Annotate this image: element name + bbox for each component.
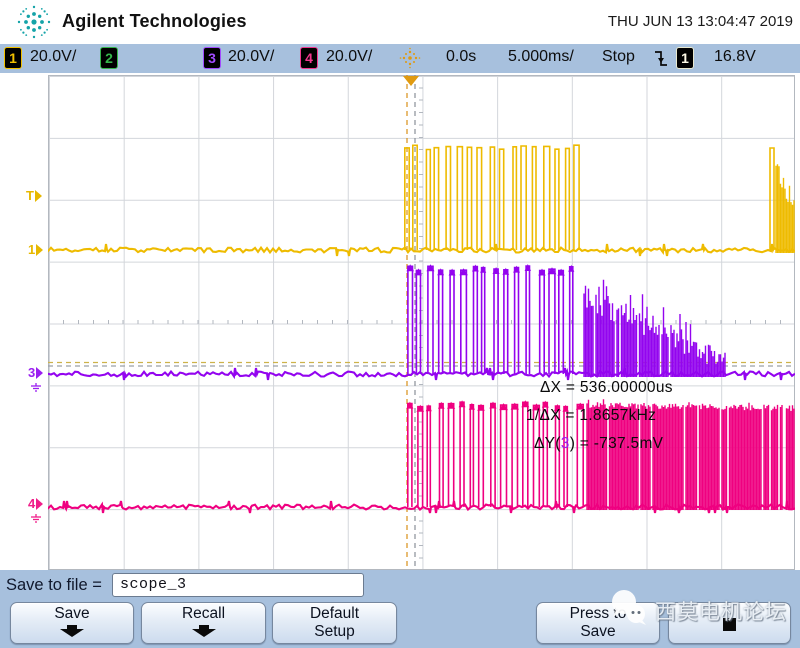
default-setup-softkey[interactable]: Default Setup [272, 602, 397, 644]
acquisition-status: Stop [602, 48, 635, 65]
delta-x-readout: ΔX = 536.00000us [540, 379, 673, 396]
recall-softkey-label: Recall [181, 604, 226, 622]
save-softkey-label: Save [54, 604, 90, 622]
timebase-reference-icon [399, 47, 421, 74]
channel-1-badge: 1 [4, 47, 22, 69]
channel-4-badge: 4 [300, 47, 318, 69]
down-arrow-icon [57, 624, 87, 642]
channel-4-scale: 20.0V/ [326, 48, 373, 65]
filename-input[interactable]: scope_3 [112, 573, 364, 597]
recall-softkey[interactable]: Recall [141, 602, 266, 644]
down-arrow-icon [189, 624, 219, 642]
status-bar: 1 20.0V/ 2 3 20.0V/ 4 20.0V/ 0.0s 5.000m… [0, 44, 800, 74]
stop-icon-softkey[interactable] [668, 602, 791, 644]
channel-3-scale: 20.0V/ [228, 48, 275, 65]
delta-y-readout: ΔY(3) = -737.5mV [534, 435, 664, 452]
channel-1-scale: 20.0V/ [30, 48, 77, 65]
save-softkey[interactable]: Save [10, 602, 134, 644]
channel-2-badge: 2 [100, 47, 118, 69]
default-setup-label-line1: Default [309, 605, 360, 622]
trigger-slope-icon [653, 48, 668, 74]
press-to-save-label-line2: Save [580, 623, 616, 640]
save-to-file-label: Save to file = [6, 576, 102, 594]
datetime: THU JUN 13 13:04:47 2019 [607, 13, 793, 30]
softkey-panel: Save to file = scope_3 Save Recall Defau… [0, 570, 800, 648]
timebase-scale: 5.000ms/ [508, 48, 574, 65]
trigger-source-badge: 1 [676, 47, 694, 69]
trigger-level: 16.8V [714, 48, 756, 65]
header: Agilent Technologies THU JUN 13 13:04:47… [0, 0, 800, 44]
channel-3-badge: 3 [203, 47, 221, 69]
stop-square-icon [723, 617, 736, 631]
agilent-logo-icon [14, 2, 54, 47]
delta-y-channel: 3 [560, 435, 570, 452]
inverse-delta-x-readout: 1/ΔX = 1.8657kHz [526, 407, 657, 424]
horizontal-delay: 0.0s [446, 48, 477, 65]
brand-title: Agilent Technologies [62, 11, 247, 31]
default-setup-label-line2: Setup [314, 623, 355, 640]
